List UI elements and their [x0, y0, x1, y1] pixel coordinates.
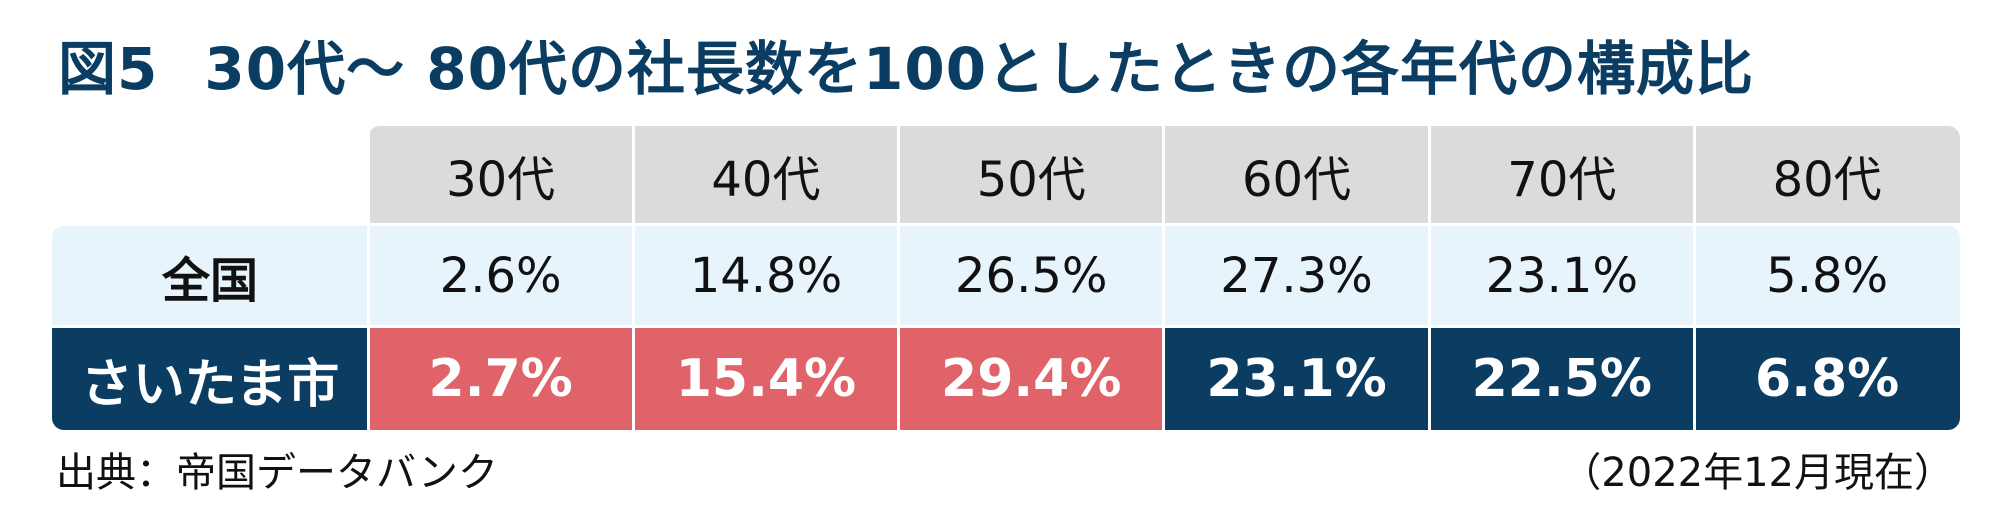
- table-cell: 26.5%: [898, 226, 1164, 325]
- column-header: 70代: [1429, 126, 1695, 223]
- column-header: 50代: [898, 126, 1164, 223]
- table-cell: 14.8%: [633, 226, 899, 325]
- column-header: 60代: [1163, 126, 1430, 223]
- table-cell: 27.3%: [1163, 226, 1430, 325]
- table-cell: 2.6%: [368, 226, 634, 325]
- table-cell: 5.8%: [1694, 226, 1960, 325]
- column-header: 80代: [1694, 126, 1960, 223]
- column-divider: [897, 126, 901, 430]
- data-table: 30代 40代 50代 60代 70代 80代 全国 2.6% 14.8% 26.5% 27.3% 2…: [52, 126, 1960, 430]
- column-header: 30代: [368, 126, 634, 223]
- row-label: 全国: [52, 226, 368, 325]
- table-cell: 15.4%: [633, 328, 899, 430]
- table-cell: 6.8%: [1694, 328, 1960, 430]
- table-cell: 2.7%: [368, 328, 634, 430]
- column-divider: [1693, 126, 1696, 430]
- table-cell: 29.4%: [898, 328, 1164, 430]
- as-of-note: （2022年12月現在）: [1561, 450, 1954, 496]
- row-divider: [52, 325, 1960, 328]
- chart-title: 図5 30代～ 80代の社長数を100としたときの各年代の構成比: [58, 22, 1754, 106]
- column-header: 40代: [633, 126, 899, 223]
- column-divider: [631, 126, 635, 430]
- column-divider: [1162, 126, 1166, 430]
- table-cell: 22.5%: [1429, 328, 1695, 430]
- row-divider: [52, 223, 1960, 226]
- column-divider: [366, 126, 370, 430]
- row-label: さいたま市: [52, 328, 368, 430]
- source-note: 出典：帝国データバンク: [56, 450, 498, 496]
- title-text: 30代～ 80代の社長数を100としたときの各年代の構成比: [204, 35, 1755, 103]
- figure-label: 図5: [58, 35, 159, 103]
- table-cell: 23.1%: [1163, 328, 1430, 430]
- column-divider: [1427, 126, 1431, 430]
- table-cell: 23.1%: [1429, 226, 1695, 325]
